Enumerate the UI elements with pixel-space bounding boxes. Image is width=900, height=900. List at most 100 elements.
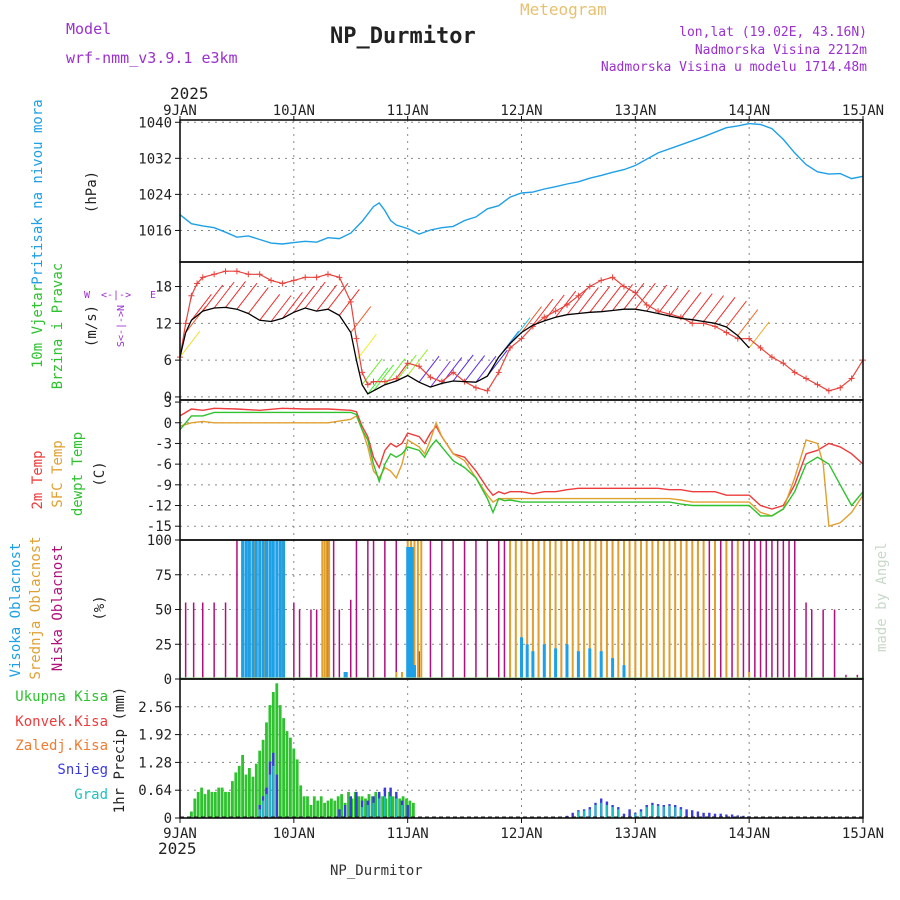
total-precip-bar: [398, 798, 402, 818]
total-precip-bar: [391, 796, 395, 818]
wind-unit: (m/s): [84, 305, 100, 347]
wind-barb: [316, 284, 337, 312]
high-cloud-bar: [413, 665, 416, 679]
wind-dir-sn: S<-|->N: [116, 305, 127, 347]
total-precip-bar: [364, 798, 367, 818]
gust-marker: [780, 360, 787, 367]
high-cloud-bar: [588, 648, 592, 679]
low-cloud-bar: [765, 540, 767, 679]
mid-cloud-bar: [583, 540, 586, 679]
ytick-label: -6: [155, 457, 172, 473]
wind-barb: [657, 287, 679, 314]
elevation-label: Nadmorska Visina 2212m: [695, 43, 867, 58]
low-cloud-bar: [418, 651, 420, 679]
total-precip-bar: [285, 731, 289, 818]
ytick-label: 0: [164, 416, 172, 432]
wind-barb: [367, 367, 389, 395]
total-precip-bar: [316, 800, 320, 818]
total-precip-bar: [207, 789, 210, 818]
low-cloud-bar: [213, 602, 215, 679]
mid-cloud-bar: [420, 540, 423, 679]
gust-marker: [609, 274, 616, 281]
wind-barb: [669, 289, 690, 317]
mid-cloud-bar: [640, 540, 642, 679]
xtick-label-top: 11JAN: [387, 103, 429, 119]
dewpoint-line: [179, 411, 864, 517]
xtick-label-bottom: 10JAN: [273, 826, 315, 842]
graupel-bar: [389, 796, 392, 818]
graupel-bar: [272, 765, 275, 818]
high-cloud-bar: [282, 540, 286, 679]
temp-unit: (C): [92, 461, 108, 486]
total-precip-bar: [309, 805, 313, 818]
gust-marker: [347, 298, 354, 305]
precip-unit: 1hr Precip (mm): [112, 687, 128, 813]
high-cloud-bar: [247, 540, 251, 679]
wind-barb: [634, 282, 656, 310]
gust-marker: [182, 320, 189, 327]
gust-marker: [188, 292, 195, 299]
pressure-line: [179, 122, 864, 245]
low-cloud-bar: [355, 540, 358, 679]
total-precip-bar: [323, 802, 326, 818]
ytick-label: 12: [155, 316, 172, 332]
total-precip-bar: [227, 791, 231, 818]
gust-marker: [359, 369, 366, 376]
wind-barb: [202, 284, 224, 312]
gust-marker: [814, 381, 821, 388]
mid-cloud-bar: [645, 540, 648, 679]
gust-marker: [848, 375, 855, 382]
mid-cloud-bar: [617, 540, 620, 679]
low-cloud-bar: [384, 540, 386, 679]
ytick-label: 3: [164, 395, 172, 411]
mid-cloud-bar: [725, 540, 728, 679]
high-cloud-bar: [520, 637, 523, 679]
total-precip-bar: [357, 796, 361, 818]
low-cloud-bar: [372, 540, 375, 679]
gust-marker: [598, 277, 605, 284]
wind-barb: [691, 293, 713, 320]
xtick-label-top: 13JAN: [614, 103, 656, 119]
low-cloud-bar: [310, 609, 312, 679]
low-cloud-bar: [748, 540, 750, 679]
snow-bar: [691, 810, 694, 818]
mid-cloud-bar: [668, 540, 671, 679]
snow-bar: [275, 774, 278, 818]
tsfc-label: SFC Temp: [50, 440, 66, 507]
mid-cloud-bar: [651, 540, 654, 679]
mid-cloud-bar: [605, 540, 608, 679]
gust-marker: [575, 292, 582, 299]
gust-marker: [643, 301, 650, 308]
gust-marker: [495, 369, 502, 376]
low-cloud-bar: [441, 540, 443, 679]
wind-barb: [304, 281, 326, 309]
graupel-bar: [401, 805, 403, 818]
xtick-label-top: 10JAN: [273, 103, 315, 119]
gust-marker: [279, 280, 286, 287]
gust-marker: [324, 271, 331, 278]
high-cloud-bar: [271, 540, 275, 679]
snow-bar: [725, 814, 728, 818]
mid-cloud-bar: [395, 672, 398, 679]
mid-cloud-bar: [679, 540, 682, 679]
high-cloud-bar: [410, 547, 414, 679]
xtick-label-bottom: 9JAN: [163, 826, 197, 842]
snow-bar: [719, 813, 722, 818]
gust-marker: [677, 314, 684, 321]
gust-marker: [507, 344, 514, 351]
wind-barb: [282, 292, 303, 319]
ytick-label: 2.56: [138, 700, 172, 716]
ytick-label: -9: [155, 478, 172, 494]
ytick-label: 0: [164, 811, 172, 827]
wind-barb: [373, 364, 394, 392]
low-cloud-bar: [452, 540, 454, 679]
model-label: Model: [66, 20, 111, 38]
low-cloud-bar: [811, 609, 813, 679]
model-elevation-label: Nadmorska Visina u modelu 1714.48m: [601, 60, 867, 75]
xtick-label-top: 14JAN: [728, 103, 770, 119]
total-precip-bar: [278, 705, 282, 818]
graupel-bar: [361, 807, 364, 818]
high-cloud-bar: [622, 665, 626, 679]
mid-cloud-label: Srednja Oblacnost: [28, 536, 44, 679]
snow-bar: [406, 805, 409, 818]
